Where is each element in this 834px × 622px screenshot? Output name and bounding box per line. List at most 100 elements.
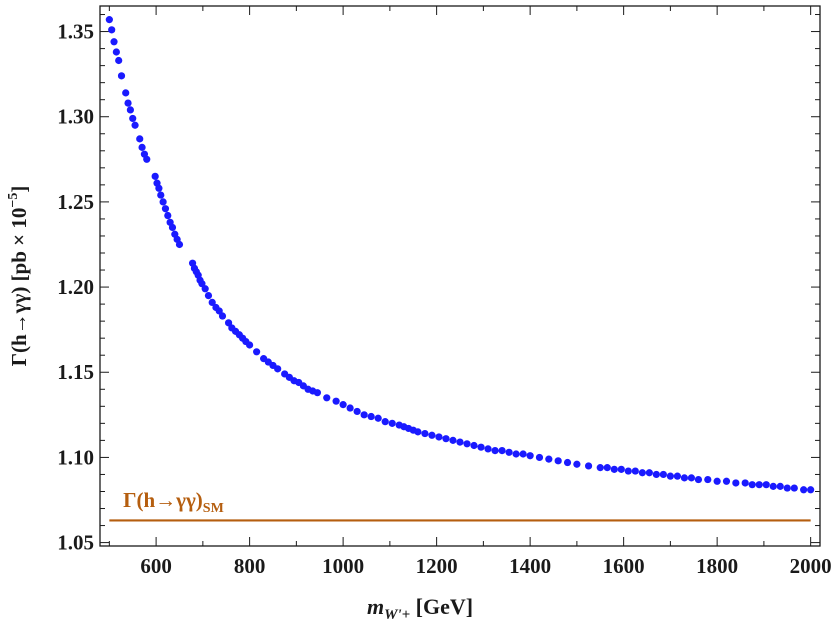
data-point xyxy=(159,198,167,206)
x-tick-label: 1400 xyxy=(509,554,551,578)
data-point xyxy=(652,470,660,479)
data-point xyxy=(428,431,436,439)
x-tick-label: 1000 xyxy=(322,554,364,578)
data-point xyxy=(519,450,527,458)
data-point xyxy=(638,469,646,477)
data-point xyxy=(624,467,632,475)
data-point xyxy=(596,464,604,472)
y-tick-label: 1.05 xyxy=(57,531,94,555)
data-point xyxy=(617,465,625,473)
data-point xyxy=(484,445,492,453)
data-point xyxy=(108,26,116,34)
data-point xyxy=(339,401,347,409)
y-tick-label: 1.30 xyxy=(57,105,94,129)
data-point xyxy=(164,211,172,220)
data-point xyxy=(512,450,520,458)
data-point xyxy=(381,418,389,426)
x-tick-label: 2000 xyxy=(790,554,832,578)
data-point xyxy=(762,481,770,489)
data-point xyxy=(470,441,478,450)
sm-reference-label: Γ(h→γγ)SM xyxy=(123,488,224,516)
data-point xyxy=(124,99,132,107)
data-point xyxy=(694,475,703,484)
data-point xyxy=(645,469,653,477)
data-point xyxy=(374,414,382,422)
y-tick-label: 1.10 xyxy=(57,445,94,469)
data-point xyxy=(143,155,151,163)
data-point xyxy=(131,121,139,129)
data-point xyxy=(435,433,443,441)
data-point xyxy=(155,184,163,192)
data-point xyxy=(505,448,513,456)
data-point xyxy=(115,56,123,65)
data-point xyxy=(105,16,113,24)
data-point xyxy=(535,453,544,462)
data-point xyxy=(253,348,261,356)
data-point xyxy=(449,436,457,444)
data-point xyxy=(456,438,464,446)
data-point xyxy=(110,38,118,46)
data-point xyxy=(498,447,506,455)
data-point xyxy=(704,475,712,484)
y-tick-label: 1.15 xyxy=(57,360,94,384)
data-point xyxy=(151,172,159,180)
data-point xyxy=(208,298,216,307)
data-point xyxy=(748,481,756,489)
reference-line-group: Γ(h→γγ)SM xyxy=(109,488,811,522)
data-point xyxy=(666,472,674,480)
y-tick-label: 1.20 xyxy=(57,275,94,299)
data-points xyxy=(105,16,815,494)
data-point xyxy=(463,440,471,448)
y-tick-label: 1.35 xyxy=(57,20,94,44)
plot-frame xyxy=(99,5,821,547)
data-point xyxy=(554,457,562,465)
data-point xyxy=(680,474,689,482)
data-point xyxy=(112,48,120,56)
data-point xyxy=(603,464,611,472)
data-point xyxy=(388,419,396,427)
x-tick-label: 1800 xyxy=(696,554,738,578)
data-point xyxy=(313,389,322,397)
data-point xyxy=(790,484,798,492)
data-point xyxy=(332,397,340,405)
data-point xyxy=(732,479,740,487)
data-point xyxy=(414,428,422,436)
data-point xyxy=(673,472,682,480)
data-point xyxy=(755,481,763,489)
data-point xyxy=(274,365,282,373)
data-point xyxy=(175,240,184,249)
x-tick-label: 1200 xyxy=(416,554,458,578)
ticks xyxy=(100,6,820,546)
data-point xyxy=(776,482,784,490)
data-point xyxy=(769,482,777,490)
data-point xyxy=(421,429,429,438)
data-point xyxy=(491,447,499,455)
data-point xyxy=(246,341,254,349)
data-point xyxy=(138,143,146,151)
data-point xyxy=(218,312,227,320)
data-point xyxy=(631,467,639,475)
x-tick-label: 1600 xyxy=(603,554,645,578)
data-point xyxy=(117,72,126,80)
data-point xyxy=(215,307,223,315)
data-point xyxy=(722,477,731,485)
data-point xyxy=(367,412,375,421)
data-point xyxy=(360,411,368,419)
x-tick-label: 600 xyxy=(140,554,172,578)
data-point xyxy=(198,280,206,288)
data-point xyxy=(477,443,485,451)
data-point xyxy=(741,479,749,487)
data-point xyxy=(713,477,721,485)
data-point xyxy=(126,106,134,114)
data-point xyxy=(201,285,209,293)
y-tick-label: 1.25 xyxy=(57,190,94,214)
data-point xyxy=(783,484,791,492)
data-point xyxy=(323,394,331,402)
data-point xyxy=(800,486,808,494)
data-point xyxy=(353,407,361,416)
data-point xyxy=(442,435,450,443)
data-point xyxy=(545,455,553,463)
data-point xyxy=(122,89,130,97)
data-point xyxy=(224,319,233,327)
